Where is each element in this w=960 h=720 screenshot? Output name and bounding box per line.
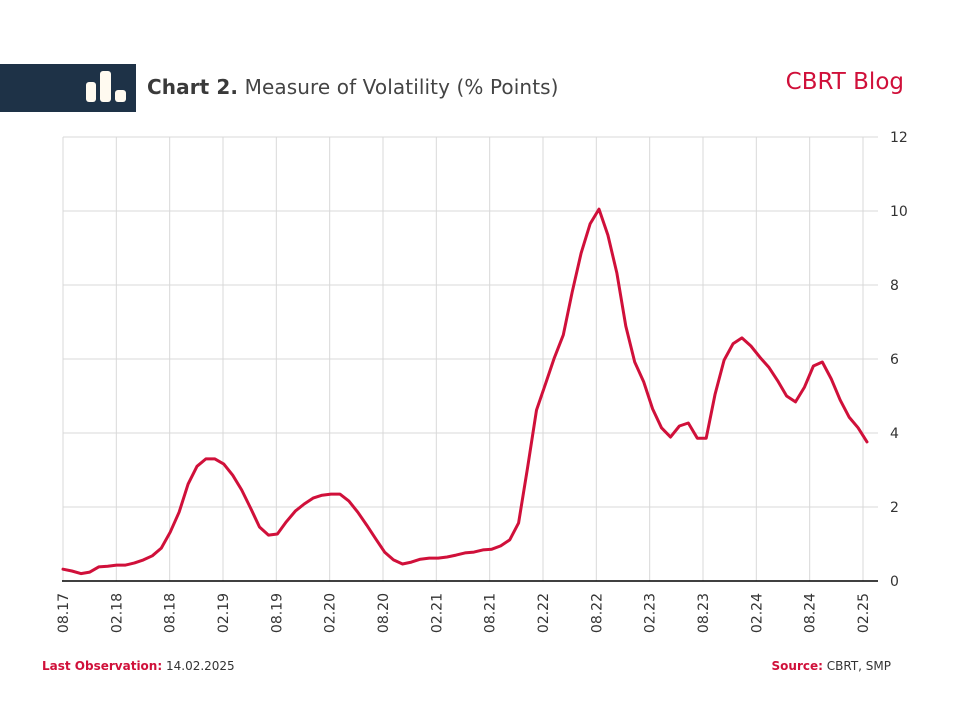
chart-title: Chart 2. Measure of Volatility (% Points…	[147, 75, 559, 99]
x-tick-label: 08.19	[269, 593, 285, 633]
header-bar	[0, 64, 136, 112]
source-value: CBRT, SMP	[826, 659, 891, 673]
chart-title-text: Measure of Volatility (% Points)	[244, 75, 559, 99]
last-observation-value: 14.02.2025	[165, 659, 235, 673]
chart-title-bold: Chart 2.	[147, 75, 239, 99]
last-observation: Last Observation: 14.02.2025	[42, 659, 235, 673]
y-tick-label: 10	[890, 204, 908, 220]
x-tick-label: 08.18	[163, 593, 179, 633]
brand-label: CBRT Blog	[785, 69, 904, 95]
x-tick-label: 02.25	[856, 593, 872, 633]
x-tick-label: 08.21	[483, 593, 499, 633]
x-tick-label: 08.17	[56, 593, 72, 633]
x-tick-label: 08.23	[696, 593, 712, 633]
source: Source: CBRT, SMP	[772, 659, 891, 673]
x-tick-label: 08.20	[376, 593, 392, 633]
x-tick-label: 02.22	[536, 593, 552, 633]
y-tick-label: 0	[890, 574, 899, 590]
last-observation-label: Last Observation:	[42, 659, 163, 673]
grid	[62, 136, 878, 582]
x-tick-label: 02.23	[643, 593, 659, 633]
y-tick-label: 12	[890, 130, 908, 146]
x-tick-label: 08.24	[803, 593, 819, 633]
x-axis-ticks: 08.17 02.18 08.18 02.19 08.19 02.20 08.20 02.21…	[56, 593, 872, 633]
x-tick-label: 02.21	[429, 593, 445, 633]
x-tick-label: 02.20	[323, 593, 339, 633]
x-tick-label: 02.19	[216, 593, 232, 633]
series-line	[61, 207, 869, 576]
x-tick-label: 08.22	[589, 593, 605, 633]
x-tick-label: 02.24	[749, 593, 765, 633]
series-group	[61, 207, 869, 576]
y-tick-label: 8	[890, 278, 899, 294]
y-tick-label: 6	[890, 352, 899, 368]
bar-chart-icon	[86, 71, 126, 102]
y-tick-label: 4	[890, 426, 899, 442]
y-tick-label: 2	[890, 500, 899, 516]
source-label: Source:	[771, 659, 823, 673]
x-tick-label: 02.18	[109, 593, 125, 633]
y-axis-ticks: 0 2 4 6 8 10 12	[890, 130, 908, 590]
